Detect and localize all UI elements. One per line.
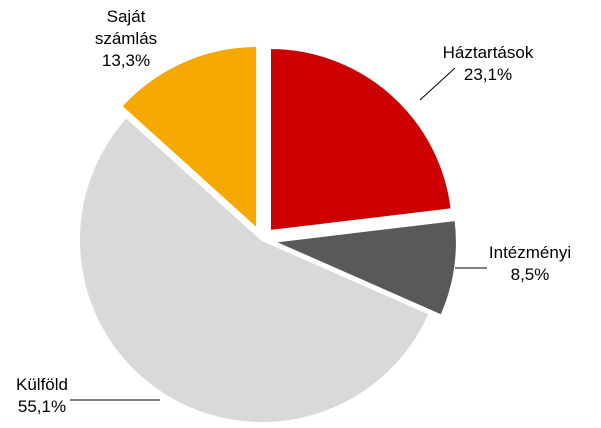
leader-line: [419, 67, 456, 101]
slice-label: Háztartások: [443, 43, 534, 62]
value-label: 55,1%: [18, 397, 66, 416]
value-label: 13,3%: [102, 51, 150, 70]
slice-label: Külföld: [16, 375, 68, 394]
slice-label: Intézményi: [489, 243, 571, 262]
pie-slice: [268, 47, 453, 233]
pie-slice: [78, 115, 431, 424]
pie-slice: [119, 45, 259, 232]
pie-slice: [270, 218, 458, 317]
value-label: 23,1%: [464, 65, 512, 84]
value-label: 8,5%: [511, 265, 550, 284]
slice-label: Saját számlás: [95, 7, 157, 48]
